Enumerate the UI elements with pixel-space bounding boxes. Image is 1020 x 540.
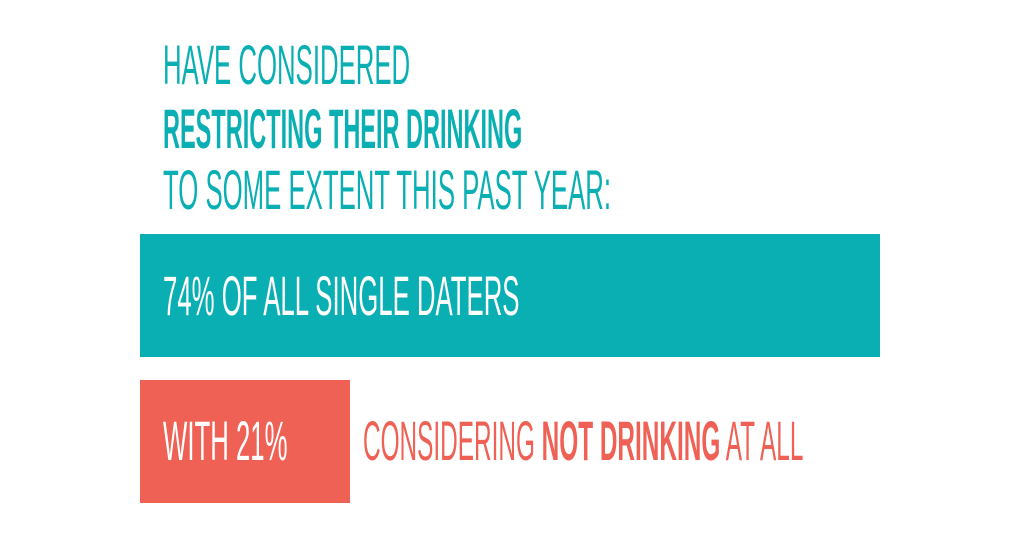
sub-stat-text-bold: not drinking xyxy=(541,409,721,472)
heading-line-3: to some extent this past year: xyxy=(163,158,612,221)
heading-line-2: Restricting their drinking xyxy=(163,97,523,160)
stat-bar xyxy=(140,234,880,357)
sub-stat-box xyxy=(140,380,350,503)
heading-line-1: Have considered xyxy=(163,33,411,96)
sub-stat-text-pre: considering xyxy=(363,409,542,472)
sub-stat-text-post: at all xyxy=(720,409,804,472)
sub-stat-text: considering not drinking at all xyxy=(363,413,803,469)
stat-bar-label: 74% of all single daters xyxy=(163,264,520,327)
sub-stat-box-label: With 21% xyxy=(163,409,288,472)
